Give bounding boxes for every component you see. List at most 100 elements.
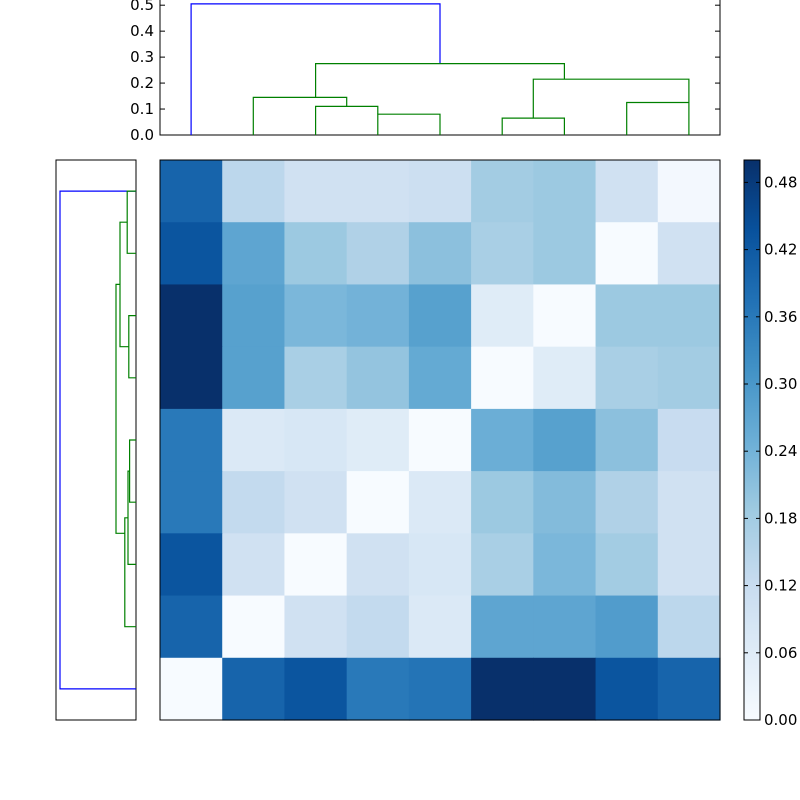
heatmap-cell	[346, 533, 410, 597]
heatmap-cell	[595, 408, 659, 472]
colorbar-tick-label: 0.30	[764, 375, 797, 393]
heatmap-cell	[657, 657, 721, 721]
heatmap-cell	[533, 222, 597, 286]
heatmap-cell	[160, 346, 223, 410]
heatmap-cell	[471, 346, 534, 410]
colorbar-tick-label: 0.48	[764, 173, 797, 191]
y-tick-label: 0.0	[130, 126, 154, 144]
heatmap-cell	[471, 657, 534, 721]
heatmap-cell	[657, 533, 721, 597]
left-dendrogram	[55, 159, 137, 721]
heatmap-cell	[533, 657, 597, 721]
colorbar: 0.00 0.06 0.12 0.18 0.24 0.30 0.36 0.42 0.48	[743, 159, 797, 729]
heatmap-cell	[533, 408, 597, 472]
heatmap-cell	[284, 160, 348, 223]
heatmap-cell	[160, 284, 223, 348]
heatmap-cell	[222, 533, 286, 597]
heatmap-cell	[471, 471, 534, 534]
colorbar-tick-label: 0.24	[764, 442, 797, 460]
heatmap-cell	[222, 284, 286, 348]
dendrogram-link	[252, 96, 348, 135]
colorbar-tick-label: 0.18	[764, 509, 797, 527]
colorbar-tick-label: 0.42	[764, 241, 797, 259]
dendrogram-link	[124, 517, 136, 628]
heatmap-cell	[471, 533, 534, 597]
dendrogram-link	[315, 105, 379, 135]
heatmap-cell	[222, 595, 286, 659]
colorbar-tick-label: 0.06	[764, 644, 797, 662]
dendrogram-link	[59, 190, 136, 690]
dendrogram-link	[532, 78, 690, 119]
dendrogram-link	[501, 117, 566, 135]
y-tick-label: 0.4	[130, 22, 154, 40]
heatmap-cell	[657, 471, 721, 534]
heatmap-cell	[471, 222, 534, 286]
heatmap-cell	[160, 160, 223, 223]
heatmap-cell	[284, 408, 348, 472]
heatmap-cell	[471, 160, 534, 223]
heatmap-cell	[533, 595, 597, 659]
heatmap-cell	[346, 657, 410, 721]
heatmap-cell	[595, 346, 659, 410]
heatmap-cell	[533, 471, 597, 534]
heatmap-cell	[533, 284, 597, 348]
heatmap-cell	[346, 346, 410, 410]
heatmap-cell	[471, 284, 534, 348]
heatmap-cell	[595, 160, 659, 223]
colorbar-tick-label: 0.36	[764, 308, 797, 326]
dendrogram-link	[377, 113, 441, 135]
heatmap-cell	[222, 657, 286, 721]
top-dendrogram: 0.0 0.1 0.2 0.3 0.4 0.5	[130, 0, 721, 144]
left-dendrogram-frame	[55, 159, 137, 721]
heatmap-cell	[533, 533, 597, 597]
heatmap-cell	[408, 160, 472, 223]
heatmap-cell	[408, 471, 472, 534]
heatmap-cell	[160, 408, 223, 472]
heatmap-cell	[284, 471, 348, 534]
heatmap-cell	[222, 160, 286, 223]
heatmap-cell	[408, 346, 472, 410]
dendrogram-link	[115, 283, 125, 534]
heatmap-cell	[284, 657, 348, 721]
heatmap-cell	[346, 408, 410, 472]
heatmap-cell	[284, 346, 348, 410]
heatmap-cell	[222, 346, 286, 410]
heatmap-cell	[595, 595, 659, 659]
heatmap-cell	[284, 533, 348, 597]
heatmap-cell	[595, 533, 659, 597]
heatmap-cell	[595, 222, 659, 286]
heatmap-cell	[222, 222, 286, 286]
heatmap-cell	[595, 657, 659, 721]
heatmap-cell	[346, 284, 410, 348]
heatmap-cell	[160, 595, 223, 659]
y-tick-label: 0.1	[130, 100, 154, 118]
y-tick-label: 0.5	[130, 0, 154, 14]
heatmap-cell	[533, 346, 597, 410]
heatmap-cell	[408, 533, 472, 597]
heatmap-cell	[408, 222, 472, 286]
heatmap-cell	[657, 222, 721, 286]
heatmap-cell	[657, 595, 721, 659]
dendrogram-link	[129, 439, 136, 503]
heatmap-cell	[408, 284, 472, 348]
heatmap-cell	[657, 160, 721, 223]
heatmap-cell	[346, 595, 410, 659]
heatmap-frame	[159, 159, 721, 721]
y-tick-label: 0.3	[130, 48, 154, 66]
dendrogram-link	[626, 101, 690, 135]
heatmap-cell	[222, 471, 286, 534]
heatmap-cell	[222, 408, 286, 472]
dendrogram-link	[126, 190, 136, 254]
heatmap-cell	[160, 533, 223, 597]
dendrogram-link	[190, 3, 441, 135]
heatmap-cell	[657, 284, 721, 348]
heatmap-cell	[471, 595, 534, 659]
colorbar-tick-label: 0.00	[764, 711, 797, 729]
heatmap-cell	[657, 408, 721, 472]
heatmap-cell	[471, 408, 534, 472]
heatmap-cell	[160, 222, 223, 286]
heatmap-cell	[284, 284, 348, 348]
heatmap-cell	[657, 346, 721, 410]
heatmap-cell	[408, 408, 472, 472]
heatmap-cell	[595, 284, 659, 348]
